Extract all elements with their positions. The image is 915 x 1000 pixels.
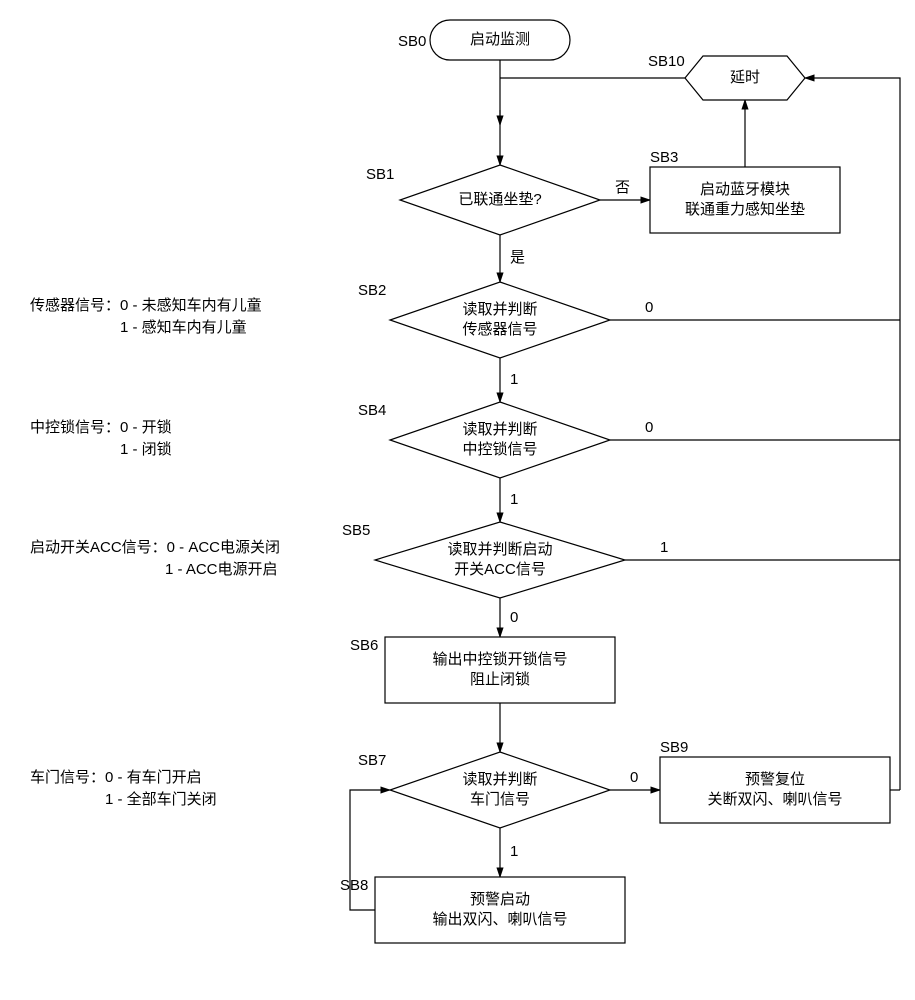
node-SB0: 启动监测 SB0 (398, 20, 570, 60)
side-label-1-0: 中控锁信号：0 - 开锁 (30, 419, 172, 436)
edge-label-11: 0 (510, 609, 518, 626)
side-label-0-1: 1 - 感知车内有儿童 (30, 318, 247, 336)
node-SB10: 延时 SB10 (648, 53, 805, 100)
svg-text:关断双闪、喇叭信号: 关断双闪、喇叭信号 (707, 791, 842, 808)
svg-text:读取并判断: 读取并判断 (462, 301, 537, 318)
svg-text:输出中控锁开锁信号: 输出中控锁开锁信号 (432, 651, 567, 668)
node-SB4: 读取并判断中控锁信号 SB4 (358, 402, 610, 478)
node-SB2: 读取并判断传感器信号 SB2 (358, 282, 610, 358)
node-tag-SB8: SB8 (340, 877, 368, 894)
svg-text:传感器信号: 传感器信号 (462, 321, 537, 338)
side-label-2-1: 1 - ACC电源开启 (30, 561, 278, 578)
edge-label-5: 是 (510, 249, 525, 266)
node-SB7: 读取并判断车门信号 SB7 (358, 752, 610, 828)
edge-label-13: 0 (630, 769, 638, 786)
side-label-2-0: 启动开关ACC信号：0 - ACC电源关闭 (30, 539, 280, 556)
edge-label-14: 1 (510, 843, 518, 860)
node-tag-SB0: SB0 (398, 33, 426, 50)
svg-text:开关ACC信号: 开关ACC信号 (454, 561, 546, 578)
side-label-1-1: 1 - 闭锁 (30, 441, 172, 458)
svg-text:启动监测: 启动监测 (470, 31, 530, 48)
node-tag-SB2: SB2 (358, 282, 386, 299)
node-tag-SB3: SB3 (650, 149, 678, 166)
node-SB9: 预警复位关断双闪、喇叭信号 SB9 (660, 739, 890, 823)
svg-text:读取并判断启动: 读取并判断启动 (447, 541, 552, 558)
node-tag-SB4: SB4 (358, 402, 386, 419)
node-SB5: 读取并判断启动开关ACC信号 SB5 (342, 522, 625, 598)
node-tag-SB6: SB6 (350, 637, 378, 654)
node-SB8: 预警启动输出双闪、喇叭信号 SB8 (340, 877, 625, 943)
edge-label-6: 0 (645, 299, 653, 316)
node-SB6: 输出中控锁开锁信号阻止闭锁 SB6 (350, 637, 615, 703)
flowchart-svg: 否是 0 1 0 1 1 0 0 1 启动监测 SB0 延时 SB10 已联通坐垫? SB1 启动蓝牙模块联… (0, 0, 915, 1000)
svg-text:延时: 延时 (730, 69, 760, 86)
node-tag-SB7: SB7 (358, 752, 386, 769)
svg-text:联通重力感知坐垫: 联通重力感知坐垫 (685, 201, 805, 218)
edge-label-7: 1 (510, 371, 518, 388)
node-SB1: 已联通坐垫? SB1 (366, 165, 600, 235)
svg-text:阻止闭锁: 阻止闭锁 (470, 671, 530, 688)
side-label-3-0: 车门信号：0 - 有车门开启 (30, 769, 202, 786)
svg-text:启动蓝牙模块: 启动蓝牙模块 (700, 181, 790, 198)
edge-label-3: 否 (615, 179, 630, 196)
svg-text:输出双闪、喇叭信号: 输出双闪、喇叭信号 (432, 911, 567, 928)
svg-text:读取并判断: 读取并判断 (462, 421, 537, 438)
side-label-0-0: 传感器信号：0 - 未感知车内有儿童 (30, 296, 262, 314)
node-tag-SB10: SB10 (648, 53, 685, 70)
edge-label-9: 1 (510, 491, 518, 508)
node-tag-SB5: SB5 (342, 522, 370, 539)
node-tag-SB1: SB1 (366, 166, 394, 183)
svg-text:已联通坐垫?: 已联通坐垫? (458, 191, 541, 208)
svg-text:读取并判断: 读取并判断 (462, 771, 537, 788)
svg-text:预警启动: 预警启动 (470, 891, 530, 908)
edge-label-8: 0 (645, 419, 653, 436)
svg-text:预警复位: 预警复位 (745, 770, 805, 788)
svg-text:车门信号: 车门信号 (470, 791, 530, 808)
edge-label-10: 1 (660, 539, 668, 556)
svg-text:中控锁信号: 中控锁信号 (462, 441, 537, 458)
side-label-3-1: 1 - 全部车门关闭 (30, 790, 217, 808)
node-tag-SB9: SB9 (660, 739, 688, 756)
